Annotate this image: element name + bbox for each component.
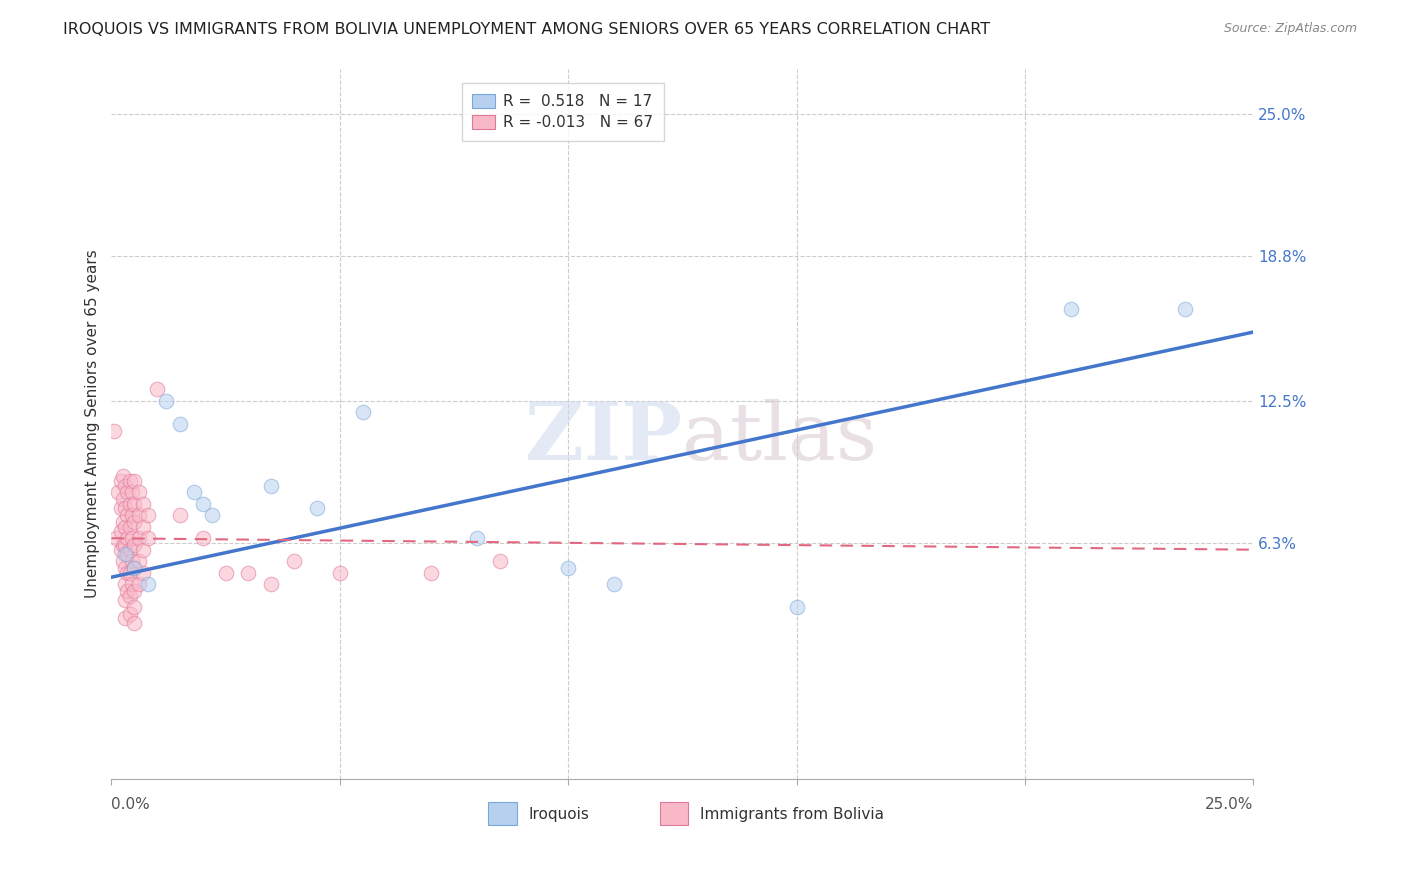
Y-axis label: Unemployment Among Seniors over 65 years: Unemployment Among Seniors over 65 years: [86, 249, 100, 598]
Point: [122, 615, 145, 630]
Legend: R =  0.518   N = 17, R = -0.013   N = 67: R = 0.518 N = 17, R = -0.013 N = 67: [461, 83, 664, 141]
Point: [118, 520, 141, 534]
Point: [122, 599, 145, 614]
Point: [191, 497, 214, 511]
Point: [121, 508, 143, 523]
Point: [111, 515, 134, 529]
Point: [305, 501, 328, 516]
Text: 25.0%: 25.0%: [1205, 797, 1253, 813]
Point: [122, 583, 145, 598]
Point: [107, 485, 129, 500]
Point: [155, 393, 177, 408]
Point: [603, 577, 626, 591]
Text: Source: ZipAtlas.com: Source: ZipAtlas.com: [1223, 22, 1357, 36]
Point: [114, 593, 136, 607]
Point: [118, 542, 141, 557]
Point: [136, 531, 159, 545]
Point: [118, 474, 141, 488]
Point: [110, 542, 132, 557]
Point: [114, 577, 136, 591]
FancyBboxPatch shape: [659, 802, 688, 825]
Point: [117, 531, 139, 545]
Point: [329, 566, 352, 580]
Point: [1174, 302, 1197, 317]
Point: [283, 554, 305, 568]
Point: [132, 520, 155, 534]
Point: [169, 417, 191, 431]
Text: 0.0%: 0.0%: [111, 797, 150, 813]
Point: [117, 485, 139, 500]
Point: [146, 382, 169, 396]
Point: [122, 561, 145, 575]
Text: IROQUOIS VS IMMIGRANTS FROM BOLIVIA UNEMPLOYMENT AMONG SENIORS OVER 65 YEARS COR: IROQUOIS VS IMMIGRANTS FROM BOLIVIA UNEM…: [63, 22, 990, 37]
Point: [111, 469, 134, 483]
Point: [118, 589, 141, 603]
Point: [183, 485, 205, 500]
Point: [169, 508, 191, 523]
Text: ZIP: ZIP: [526, 399, 682, 477]
Point: [117, 547, 139, 561]
Point: [260, 478, 283, 492]
Point: [121, 485, 143, 500]
Point: [110, 501, 132, 516]
Point: [786, 599, 808, 614]
Point: [136, 508, 159, 523]
Point: [128, 554, 150, 568]
Point: [114, 547, 136, 561]
Point: [110, 524, 132, 539]
Point: [104, 531, 127, 545]
Point: [122, 538, 145, 552]
Point: [114, 538, 136, 552]
Text: Immigrants from Bolivia: Immigrants from Bolivia: [700, 807, 883, 822]
Point: [238, 566, 260, 580]
Point: [121, 554, 143, 568]
Point: [136, 577, 159, 591]
Point: [117, 583, 139, 598]
Point: [114, 611, 136, 625]
Point: [128, 508, 150, 523]
Point: [121, 577, 143, 591]
Point: [118, 566, 141, 580]
Point: [260, 577, 283, 591]
Point: [191, 531, 214, 545]
Point: [117, 508, 139, 523]
Point: [103, 424, 125, 438]
Point: [122, 515, 145, 529]
Point: [465, 531, 488, 545]
Point: [122, 474, 145, 488]
Point: [201, 508, 224, 523]
Point: [128, 485, 150, 500]
Point: [111, 492, 134, 507]
FancyBboxPatch shape: [488, 802, 517, 825]
Point: [122, 561, 145, 575]
Text: atlas: atlas: [682, 399, 877, 477]
Point: [214, 566, 236, 580]
Point: [117, 566, 139, 580]
Point: [132, 497, 155, 511]
Point: [111, 554, 134, 568]
Point: [122, 497, 145, 511]
Point: [132, 566, 155, 580]
Point: [114, 501, 136, 516]
Point: [110, 474, 132, 488]
Point: [557, 561, 579, 575]
Point: [128, 531, 150, 545]
Point: [114, 478, 136, 492]
Point: [111, 538, 134, 552]
Point: [488, 554, 510, 568]
Point: [128, 577, 150, 591]
Point: [114, 561, 136, 575]
Point: [352, 405, 374, 419]
Text: Iroquois: Iroquois: [529, 807, 589, 822]
Point: [118, 497, 141, 511]
Point: [132, 542, 155, 557]
Point: [118, 607, 141, 621]
Point: [1060, 302, 1083, 317]
Point: [420, 566, 443, 580]
Point: [114, 520, 136, 534]
Point: [121, 531, 143, 545]
